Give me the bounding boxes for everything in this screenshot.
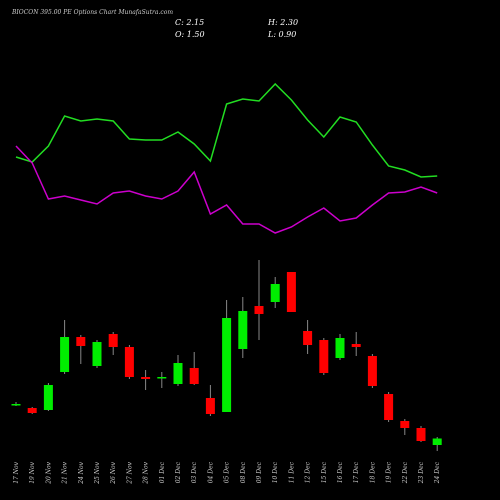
candle-body (367, 356, 377, 386)
candle-body (351, 344, 361, 347)
candle-body (384, 394, 394, 420)
candle-body (108, 334, 118, 347)
x-tick-label: 12 Dec (305, 461, 312, 483)
x-tick-label: 16 Dec (337, 461, 344, 483)
x-tick-label: 09 Dec (256, 461, 263, 483)
candle-body (432, 438, 442, 445)
candle-body (92, 342, 102, 366)
candle-body (173, 363, 183, 384)
x-tick-label: 17 Dec (353, 461, 360, 483)
x-tick-label: 11 Dec (288, 461, 295, 483)
candle-body (416, 428, 426, 441)
x-tick-label: 17 Nov (13, 461, 20, 483)
x-tick-label: 26 Nov (110, 461, 117, 484)
candle-body (205, 398, 215, 414)
info-high: H: 2.30 (267, 18, 298, 27)
x-tick-label: 03 Dec (191, 461, 198, 483)
candle-body (254, 306, 264, 314)
x-tick-label: 23 Dec (418, 461, 425, 484)
candle-body (157, 377, 167, 379)
candle-body (238, 311, 248, 349)
x-tick-label: 01 Dec (159, 461, 166, 483)
candle-body (189, 368, 199, 384)
x-tick-label: 08 Dec (240, 461, 247, 483)
x-tick-label: 22 Dec (402, 461, 409, 484)
candle-body (400, 421, 410, 428)
x-tick-label: 04 Dec (207, 461, 214, 483)
info-open: O: 1.50 (175, 30, 205, 39)
x-tick-label: 27 Nov (126, 461, 133, 484)
candle-body (11, 404, 21, 406)
candle-body (270, 284, 280, 302)
x-tick-label: 15 Dec (321, 461, 328, 483)
x-tick-label: 28 Nov (143, 461, 150, 484)
candle-body (141, 377, 151, 379)
chart-title: BIOCON 395.00 PE Options Chart MunafaSut… (11, 9, 173, 16)
x-tick-label: 10 Dec (272, 461, 279, 483)
x-tick-label: 24 Nov (78, 461, 85, 484)
info-close: C: 2.15 (175, 18, 204, 27)
candle-body (335, 338, 345, 358)
x-tick-label: 21 Nov (62, 461, 69, 484)
indicator-line (15, 145, 438, 234)
candle-body (286, 272, 296, 312)
candle-body (124, 347, 134, 377)
x-tick-label: 02 Dec (175, 461, 182, 483)
candle-body (303, 331, 313, 345)
x-tick-label: 19 Nov (29, 461, 36, 483)
candle-body (60, 337, 70, 372)
candle-body (27, 408, 37, 413)
info-low: L: 0.90 (267, 30, 296, 39)
x-tick-label: 05 Dec (224, 461, 231, 483)
candle-body (222, 318, 232, 412)
x-tick-label: 20 Nov (45, 461, 52, 484)
x-tick-label: 24 Dec (434, 461, 441, 484)
x-tick-label: 19 Dec (386, 461, 393, 483)
candle-body (76, 337, 86, 346)
x-tick-label: 25 Nov (94, 461, 101, 484)
x-tick-label: 18 Dec (369, 461, 376, 483)
indicator-line (15, 82, 438, 178)
candle-body (43, 385, 53, 410)
candle-body (319, 340, 329, 373)
